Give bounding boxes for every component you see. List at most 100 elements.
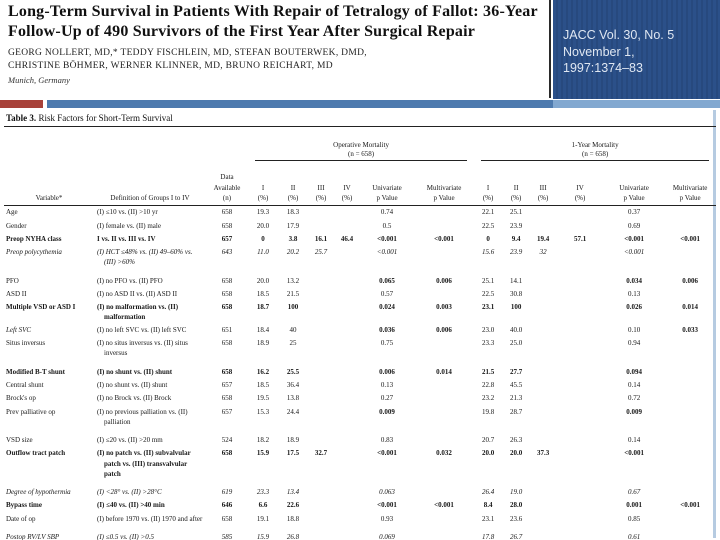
row-variable: Prev palliative op bbox=[6, 407, 56, 416]
row-value: 40.0 bbox=[509, 326, 523, 335]
row-value: 46.4 bbox=[340, 234, 354, 243]
row-value: 0.006 bbox=[436, 326, 452, 335]
row-value bbox=[556, 337, 604, 366]
row-value: 19.8 bbox=[481, 407, 495, 416]
row-value: 0.026 bbox=[626, 302, 642, 311]
row-value: 18.2 bbox=[256, 436, 270, 445]
table-header: Operative Mortality (n = 658) 1-Year Mort… bbox=[4, 127, 717, 206]
row-value: 45.5 bbox=[509, 381, 523, 390]
row-value bbox=[414, 392, 474, 405]
row-variable: Situs inversus bbox=[6, 339, 46, 348]
row-value: 22.6 bbox=[286, 501, 300, 510]
row-value: 0.009 bbox=[379, 407, 395, 416]
title-block: Long-Term Survival in Patients With Repa… bbox=[8, 2, 548, 85]
row-value: 23.1 bbox=[481, 514, 495, 523]
table-row: Preop polycythemia (I) HCT ≤48% vs. (II) … bbox=[4, 245, 716, 274]
row-value: 658 bbox=[221, 449, 233, 458]
row-value: 0.75 bbox=[380, 339, 394, 348]
row-value bbox=[664, 337, 716, 366]
row-value bbox=[556, 300, 604, 323]
row-value bbox=[530, 337, 556, 366]
row-value bbox=[530, 274, 556, 287]
row-value: <0.001 bbox=[377, 234, 397, 243]
row-value: 585 bbox=[221, 533, 233, 540]
column-header-1yr-I: I (%) bbox=[474, 171, 503, 206]
row-value bbox=[334, 324, 360, 337]
citation-line-1: JACC Vol. 30, No. 5 bbox=[563, 28, 675, 42]
row-value: 0 bbox=[486, 234, 490, 243]
row-value: 657 bbox=[221, 407, 233, 416]
row-value: 100 bbox=[510, 302, 522, 311]
row-value: 26.3 bbox=[509, 436, 523, 445]
row-variable: Preop polycythemia bbox=[6, 247, 62, 256]
row-value bbox=[414, 531, 474, 540]
column-header-op-univariate: Univariate p Value bbox=[360, 171, 415, 206]
row-value bbox=[664, 512, 716, 531]
table-row: Postop RV/LV SBP (I) ≤0.5 vs. (II) >0.5 58… bbox=[4, 531, 716, 540]
row-value: 32.7 bbox=[314, 449, 328, 458]
row-value: 25.5 bbox=[286, 368, 300, 377]
row-value: <0.001 bbox=[624, 449, 644, 458]
row-value bbox=[664, 392, 716, 405]
group-header-operative-mortality: Operative Mortality (n = 658) bbox=[248, 127, 474, 172]
row-value bbox=[308, 324, 334, 337]
row-value bbox=[414, 486, 474, 499]
row-definition: (I) no situs inversus vs. (II) situs inv… bbox=[97, 339, 188, 358]
row-value: 0.13 bbox=[380, 381, 394, 390]
row-variable: Outflow tract patch bbox=[6, 449, 66, 458]
row-value: 27.7 bbox=[509, 368, 523, 377]
citation-line-3: 1997:1374–83 bbox=[563, 61, 643, 75]
row-variable: Modified B-T shunt bbox=[6, 368, 65, 377]
row-value: 658 bbox=[221, 514, 233, 523]
column-header-op-I: I (%) bbox=[248, 171, 279, 206]
row-value: 15.6 bbox=[481, 247, 495, 256]
row-definition: (I) no PFO vs. (II) PFO bbox=[97, 276, 163, 285]
row-value bbox=[664, 245, 716, 274]
row-value: 22.8 bbox=[481, 381, 495, 390]
column-header-row: Variable* Definition of Groups I to IV D… bbox=[4, 171, 717, 206]
row-definition: (I) no left SVC vs. (II) left SVC bbox=[97, 326, 187, 335]
row-value: 658 bbox=[221, 302, 233, 311]
row-value: 643 bbox=[221, 247, 233, 256]
table-row: Outflow tract patch (I) no patch vs. (II)… bbox=[4, 447, 716, 486]
row-value bbox=[334, 405, 360, 434]
row-value: 28.0 bbox=[509, 501, 523, 510]
row-value: 0.14 bbox=[627, 381, 641, 390]
row-value: 0.94 bbox=[627, 339, 641, 348]
row-value: 23.9 bbox=[509, 221, 523, 230]
row-value: <0.001 bbox=[623, 247, 645, 256]
row-variable: Brock's op bbox=[6, 394, 36, 403]
table-row: Multiple VSD or ASD I (I) no malformation… bbox=[4, 300, 716, 323]
row-value: 23.3 bbox=[256, 488, 270, 497]
row-value: 20.0 bbox=[256, 221, 270, 230]
row-value: 17.5 bbox=[286, 449, 300, 458]
table-row: Central shunt (I) no shunt vs. (II) shunt… bbox=[4, 379, 716, 392]
row-value bbox=[664, 219, 716, 232]
row-value: 18.7 bbox=[256, 302, 270, 311]
row-value: 3.8 bbox=[288, 234, 298, 243]
row-value: 23.0 bbox=[481, 326, 495, 335]
row-value bbox=[414, 337, 474, 366]
row-variable: Preop NYHA class bbox=[6, 234, 62, 243]
row-value: 19.3 bbox=[256, 208, 270, 217]
row-definition: (I) no malformation vs. (II) malformatio… bbox=[97, 302, 179, 322]
row-value: 18.3 bbox=[286, 208, 300, 217]
row-value: 13.2 bbox=[286, 276, 300, 285]
row-value: 25.7 bbox=[314, 247, 328, 256]
row-value bbox=[664, 379, 716, 392]
row-value: 0.14 bbox=[627, 436, 641, 445]
row-value: 16.2 bbox=[256, 368, 270, 377]
row-value: 20.2 bbox=[286, 247, 300, 256]
table-body: Age (I) ≤10 vs. (II) >10 yr 658 19.3 18.3 0.7… bbox=[4, 205, 716, 540]
row-value: 18.9 bbox=[256, 339, 270, 348]
table-row: Prev palliative op (I) no previous pallia… bbox=[4, 405, 716, 434]
row-value bbox=[530, 205, 556, 219]
row-value: 18.9 bbox=[286, 436, 300, 445]
table-row: Date of op (I) before 1970 vs. (II) 1970 … bbox=[4, 512, 716, 531]
row-value: 40 bbox=[289, 326, 297, 335]
row-value: 0.009 bbox=[626, 407, 642, 416]
row-value: 13.8 bbox=[286, 394, 300, 403]
row-variable: ASD II bbox=[6, 289, 27, 298]
row-value: 524 bbox=[221, 436, 233, 445]
row-value: 19.4 bbox=[536, 234, 550, 243]
